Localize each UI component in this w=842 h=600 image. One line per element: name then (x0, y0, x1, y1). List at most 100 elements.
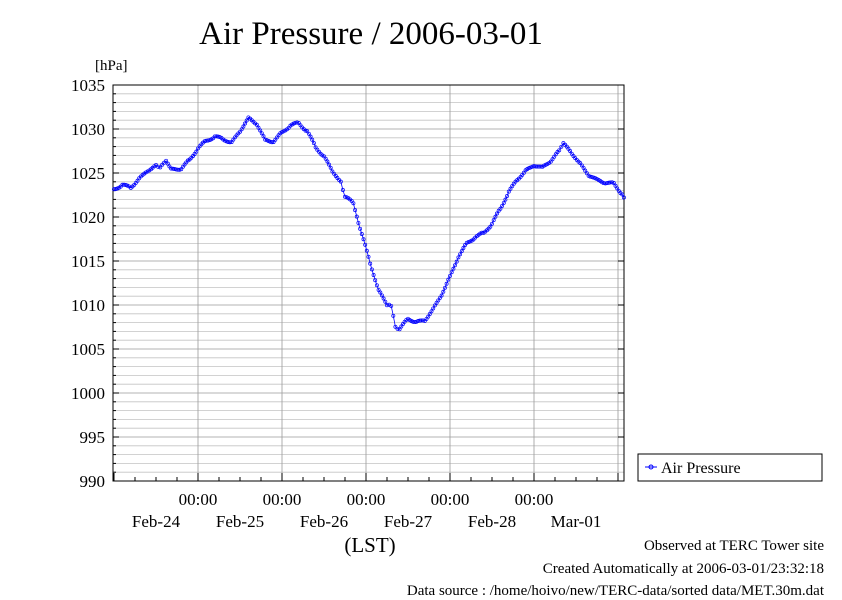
data-point (256, 125, 261, 130)
data-point (206, 138, 211, 143)
x-tick-date-label: Feb-27 (384, 512, 433, 531)
series-line (113, 116, 625, 330)
data-point (154, 162, 158, 167)
data-point (621, 195, 626, 200)
data-point (412, 320, 417, 325)
data-point (389, 303, 394, 308)
data-point (432, 303, 437, 308)
data-point (490, 221, 494, 226)
data-point (261, 134, 266, 139)
data-point (448, 273, 452, 278)
legend-swatch-marker (648, 464, 654, 470)
x-tick-date-label: Feb-24 (132, 512, 181, 531)
data-point (263, 137, 268, 142)
data-point (310, 137, 315, 142)
data-point (303, 128, 308, 133)
legend-layer: Air Pressure (637, 453, 823, 482)
data-point (456, 255, 461, 260)
x-tick-time-label: 00:00 (347, 490, 386, 509)
data-point (431, 306, 436, 311)
data-point (461, 246, 466, 250)
data-point (583, 168, 588, 173)
data-point (454, 259, 459, 264)
x-tick-time-label: 00:00 (263, 490, 302, 509)
data-point (591, 175, 596, 180)
data-point (488, 224, 493, 229)
data-point (363, 242, 368, 247)
data-point (241, 124, 246, 129)
data-point (243, 121, 247, 126)
data-point (354, 214, 359, 219)
series-layer (112, 115, 626, 332)
data-point (366, 254, 371, 259)
data-point (557, 148, 562, 153)
data-point (158, 165, 163, 170)
data-point (383, 299, 388, 304)
data-point (351, 201, 356, 206)
y-axis-label: [hPa] (95, 58, 128, 74)
data-point (244, 118, 249, 123)
data-point (397, 327, 402, 332)
y-tick-label: 1035 (71, 76, 105, 95)
x-tick-date-label: Feb-26 (300, 512, 348, 531)
data-point (620, 192, 625, 197)
data-point (479, 230, 484, 235)
data-point (156, 164, 161, 169)
data-point (325, 159, 330, 164)
x-tick-date-label: Mar-01 (551, 512, 602, 531)
data-point (395, 326, 400, 331)
data-point (371, 273, 376, 277)
grid-layer (113, 85, 624, 481)
footer-observed: Observed at TERC Tower site (643, 538, 824, 554)
data-point (311, 141, 316, 146)
x-tick-date-label: Feb-28 (468, 512, 516, 531)
data-point (429, 309, 434, 314)
data-point (364, 248, 369, 253)
data-point (373, 278, 378, 283)
legend-box (637, 453, 823, 482)
data-point (343, 194, 347, 199)
data-point (453, 263, 457, 268)
data-point (327, 162, 331, 167)
data-point (361, 237, 366, 242)
data-point (568, 149, 573, 153)
data-point (385, 303, 389, 308)
data-point (458, 252, 463, 257)
data-point (340, 188, 345, 192)
y-tick-label: 1030 (71, 120, 105, 139)
data-point (194, 149, 199, 154)
data-point (323, 156, 328, 161)
data-point (584, 171, 589, 176)
data-point (538, 164, 543, 169)
data-point (393, 324, 398, 329)
data-point (353, 208, 358, 213)
data-point (501, 200, 506, 205)
data-point (308, 134, 313, 139)
data-point (459, 249, 464, 254)
data-point (439, 293, 444, 298)
data-point (391, 313, 396, 318)
data-point (227, 140, 232, 145)
footer-data-source: Data source : /home/hoivo/new/TERC-data/… (406, 583, 824, 599)
data-point (356, 220, 361, 225)
data-point (503, 197, 508, 202)
data-point (505, 194, 510, 198)
data-point (588, 174, 593, 179)
data-point (427, 312, 432, 316)
data-point (376, 287, 381, 292)
data-point (491, 218, 496, 223)
x-axis-label: (LST) (344, 533, 395, 557)
data-point (338, 179, 343, 184)
data-point (269, 140, 274, 145)
y-tick-label: 1010 (71, 296, 105, 315)
data-point (508, 186, 513, 191)
y-tick-label: 995 (80, 428, 106, 447)
data-point (495, 211, 499, 216)
data-point (165, 161, 170, 166)
data-point (378, 290, 383, 295)
x-tick-date-label: Feb-25 (216, 512, 264, 531)
data-point (369, 267, 374, 272)
data-point (506, 189, 511, 194)
data-point (295, 120, 300, 125)
